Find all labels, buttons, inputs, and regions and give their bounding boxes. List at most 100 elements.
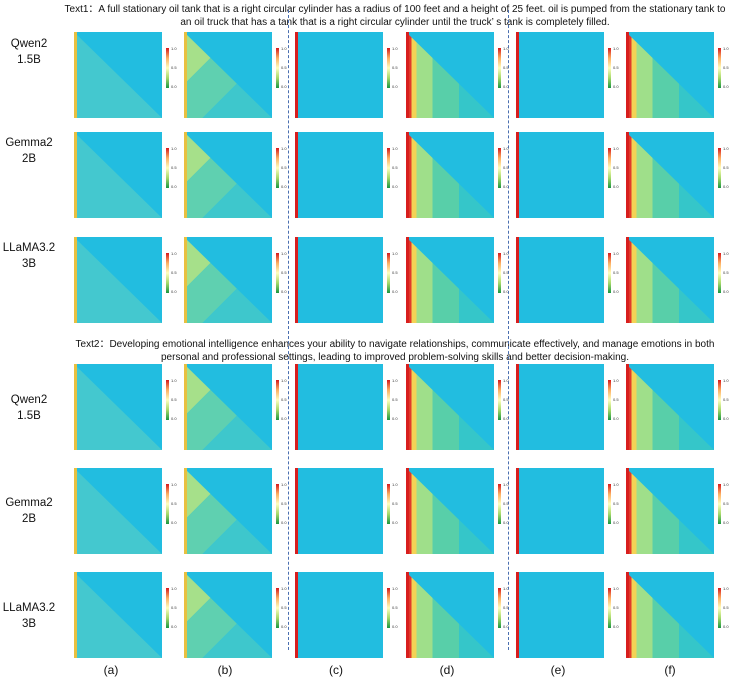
heatmap-diagonal [295, 237, 383, 323]
heatmap-plot [406, 572, 494, 658]
attention-heatmap: 1.0 0.5 0.0 [180, 30, 290, 130]
heatmap-diagonal [295, 32, 383, 118]
colorbar-label: 0.0 [281, 625, 287, 629]
colorbar-label: 0.5 [723, 606, 729, 610]
heatmap-diagonal [184, 237, 272, 323]
colorbar-label: 0.5 [723, 66, 729, 70]
colorbar-label: 0.0 [281, 290, 287, 294]
colorbar [498, 148, 501, 188]
colorbar [166, 253, 169, 293]
colorbar-label: 0.5 [723, 502, 729, 506]
sublabel-c: (c) [316, 663, 356, 677]
colorbar-label: 0.0 [392, 521, 398, 525]
colorbar [608, 148, 611, 188]
colorbar-label: 0.5 [281, 502, 287, 506]
colorbar-label: 0.5 [613, 166, 619, 170]
attention-heatmap: 1.0 0.5 0.0 [402, 30, 512, 130]
heatmap-plot [74, 572, 162, 658]
heatmap-diagonal [184, 132, 272, 218]
first-column-highlight [406, 32, 409, 118]
colorbar [498, 253, 501, 293]
colorbar-label: 0.5 [281, 398, 287, 402]
attention-heatmap: 1.0 0.5 0.0 [70, 362, 180, 462]
colorbar [276, 148, 279, 188]
attention-heatmap: 1.0 0.5 0.0 [291, 130, 401, 230]
heatmap-plot [184, 468, 272, 554]
attention-heatmap: 1.0 0.5 0.0 [622, 466, 732, 566]
colorbar-label: 0.5 [613, 502, 619, 506]
colorbar-label: 0.5 [392, 271, 398, 275]
heatmap-diagonal [626, 364, 714, 450]
first-column-highlight [406, 572, 409, 658]
heatmap-plot [516, 468, 604, 554]
heatmap-plot [184, 132, 272, 218]
heatmap-plot [74, 364, 162, 450]
colorbar-label: 0.5 [171, 398, 177, 402]
first-column-highlight [406, 237, 409, 323]
heatmap-diagonal [516, 572, 604, 658]
first-column-highlight [295, 32, 298, 118]
separator-left [288, 10, 289, 650]
heatmap-diagonal [626, 572, 714, 658]
first-column-highlight [184, 364, 187, 450]
colorbar-label: 0.5 [171, 166, 177, 170]
model-label-row1: Qwen2 1.5B [0, 36, 58, 68]
first-column-highlight [406, 132, 409, 218]
attention-heatmap: 1.0 0.5 0.0 [512, 235, 622, 335]
colorbar-label: 0.0 [171, 625, 177, 629]
colorbar-label: 0.0 [723, 417, 729, 421]
colorbar [498, 380, 501, 420]
attention-heatmap: 1.0 0.5 0.0 [180, 362, 290, 462]
first-column-highlight [295, 132, 298, 218]
colorbar-label: 1.0 [392, 587, 398, 591]
heatmap-diagonal [184, 572, 272, 658]
colorbar-label: 0.0 [613, 85, 619, 89]
colorbar-label: 1.0 [171, 47, 177, 51]
heatmap-diagonal [626, 132, 714, 218]
colorbar-label: 1.0 [281, 379, 287, 383]
colorbar-label: 1.0 [281, 252, 287, 256]
heatmap-diagonal [184, 468, 272, 554]
heatmap-diagonal [406, 237, 494, 323]
first-column-highlight [516, 572, 519, 658]
colorbar-label: 0.5 [281, 166, 287, 170]
colorbar-label: 0.0 [723, 290, 729, 294]
colorbar-label: 0.5 [613, 271, 619, 275]
heatmap-plot [406, 468, 494, 554]
heatmap-diagonal [406, 132, 494, 218]
colorbar-label: 1.0 [171, 252, 177, 256]
first-column-highlight [516, 237, 519, 323]
colorbar-label: 1.0 [723, 252, 729, 256]
heatmap-plot [626, 237, 714, 323]
attention-heatmap: 1.0 0.5 0.0 [291, 362, 401, 462]
heatmap-plot [516, 32, 604, 118]
heatmap-plot [74, 468, 162, 554]
colorbar-label: 1.0 [392, 47, 398, 51]
heatmap-diagonal [295, 364, 383, 450]
colorbar-label: 1.0 [171, 147, 177, 151]
model-label-row5: Gemma2 2B [0, 495, 58, 527]
first-column-highlight [406, 364, 409, 450]
first-column-highlight [295, 237, 298, 323]
colorbar-label: 1.0 [613, 47, 619, 51]
colorbar [387, 380, 390, 420]
heatmap-plot [516, 237, 604, 323]
heatmap-plot [626, 32, 714, 118]
attention-heatmap: 1.0 0.5 0.0 [291, 30, 401, 130]
colorbar-label: 0.0 [392, 417, 398, 421]
first-column-highlight [295, 364, 298, 450]
colorbar-label: 0.0 [723, 85, 729, 89]
colorbar [387, 588, 390, 628]
colorbar-label: 0.0 [171, 85, 177, 89]
first-column-highlight [184, 132, 187, 218]
attention-heatmap: 1.0 0.5 0.0 [70, 570, 180, 670]
colorbar [387, 148, 390, 188]
colorbar-label: 0.5 [171, 606, 177, 610]
heatmap-diagonal [516, 468, 604, 554]
colorbar-label: 0.0 [723, 521, 729, 525]
attention-heatmap: 1.0 0.5 0.0 [180, 235, 290, 335]
heatmap-plot [295, 572, 383, 658]
heatmap-diagonal [74, 468, 162, 554]
colorbar [498, 484, 501, 524]
attention-heatmap: 1.0 0.5 0.0 [622, 235, 732, 335]
